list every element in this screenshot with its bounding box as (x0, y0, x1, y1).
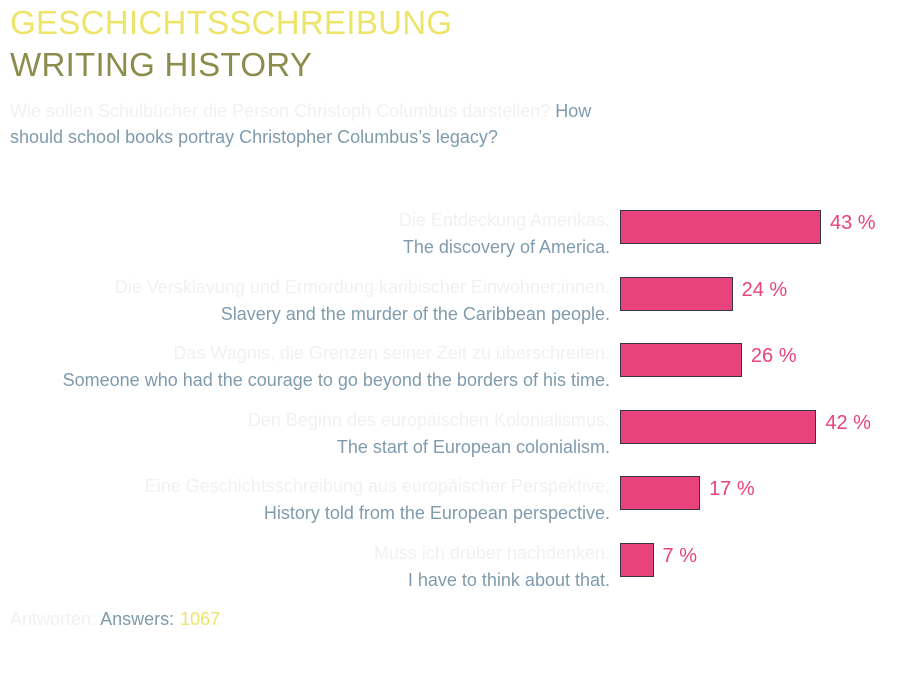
answers-count: 1067 (180, 609, 221, 629)
bar (620, 542, 654, 577)
question-english: How should school books portray Christop… (10, 101, 592, 147)
category-label-english: History told from the European perspecti… (263, 503, 610, 523)
answers-footer: Antworten: Answers: 1067 (10, 609, 220, 630)
question-german: Wie sollen Schulbücher die Person Christ… (10, 101, 551, 121)
answers-label: Answers: (100, 609, 175, 629)
category-label: Den Beginn des europäischen Kolonialismu… (248, 407, 610, 461)
category-label: Eine Geschichtsschreibung aus europäisch… (145, 473, 610, 527)
category-label: Die Entdeckung Amerikas. The discovery of… (399, 207, 610, 261)
chart-row: Muss ich drüber nachdenken. I have to thi… (0, 540, 900, 600)
category-label-english: Slavery and the murder of the Caribbean … (220, 303, 610, 324)
data-label: 43 % (830, 212, 876, 234)
category-label-english: Someone who had the courage to go beyond… (62, 370, 610, 390)
bar (620, 343, 742, 377)
title-english: WRITING HISTORY (10, 46, 313, 83)
data-label: 42 % (825, 411, 871, 434)
title-german: GESCHICHTSSCHREIBUNG (10, 4, 453, 41)
data-label: 26 % (750, 345, 797, 367)
bar (620, 210, 821, 244)
category-label: Muss ich drüber nachdenken. I have to thi… (374, 540, 610, 594)
category-label-german: Die Entdeckung Amerikas. (398, 210, 610, 230)
category-label: Das Wagnis, die Grenzen seiner Zeit zu ü… (63, 340, 610, 394)
answers-label-german: Antworten: (10, 609, 97, 629)
chart-row: Die Entdeckung Amerikas. The discovery of… (0, 207, 900, 267)
chart-row: Den Beginn des europäischen Kolonialismu… (0, 407, 900, 467)
category-label-german: Muss ich drüber nachdenken. (373, 542, 610, 563)
chart-row: Die Versklavung und Ermordung karibische… (0, 274, 900, 334)
category-label-english: I have to think about that. (407, 569, 610, 590)
chart-row: Das Wagnis, die Grenzen seiner Zeit zu ü… (0, 340, 900, 400)
data-label: 7 % (662, 544, 698, 567)
chart-row: Eine Geschichtsschreibung aus europäisch… (0, 473, 900, 533)
category-label-german: Das Wagnis, die Grenzen seiner Zeit zu ü… (173, 343, 610, 363)
category-label-english: The start of European colonialism. (336, 436, 610, 457)
data-label: 24 % (741, 278, 788, 301)
category-label-german: Die Versklavung und Ermordung karibische… (114, 276, 610, 297)
category-label: Die Versklavung und Ermordung karibische… (115, 274, 610, 328)
category-label-german: Den Beginn des europäischen Kolonialismu… (247, 409, 610, 430)
question: Wie sollen Schulbücher die Person Christ… (10, 98, 620, 150)
category-label-english: The discovery of America. (402, 237, 610, 257)
bar (620, 409, 817, 444)
category-label-german: Eine Geschichtsschreibung aus europäisch… (144, 476, 610, 496)
data-label: 17 % (709, 478, 755, 500)
bar (620, 276, 733, 311)
bar (620, 476, 701, 510)
